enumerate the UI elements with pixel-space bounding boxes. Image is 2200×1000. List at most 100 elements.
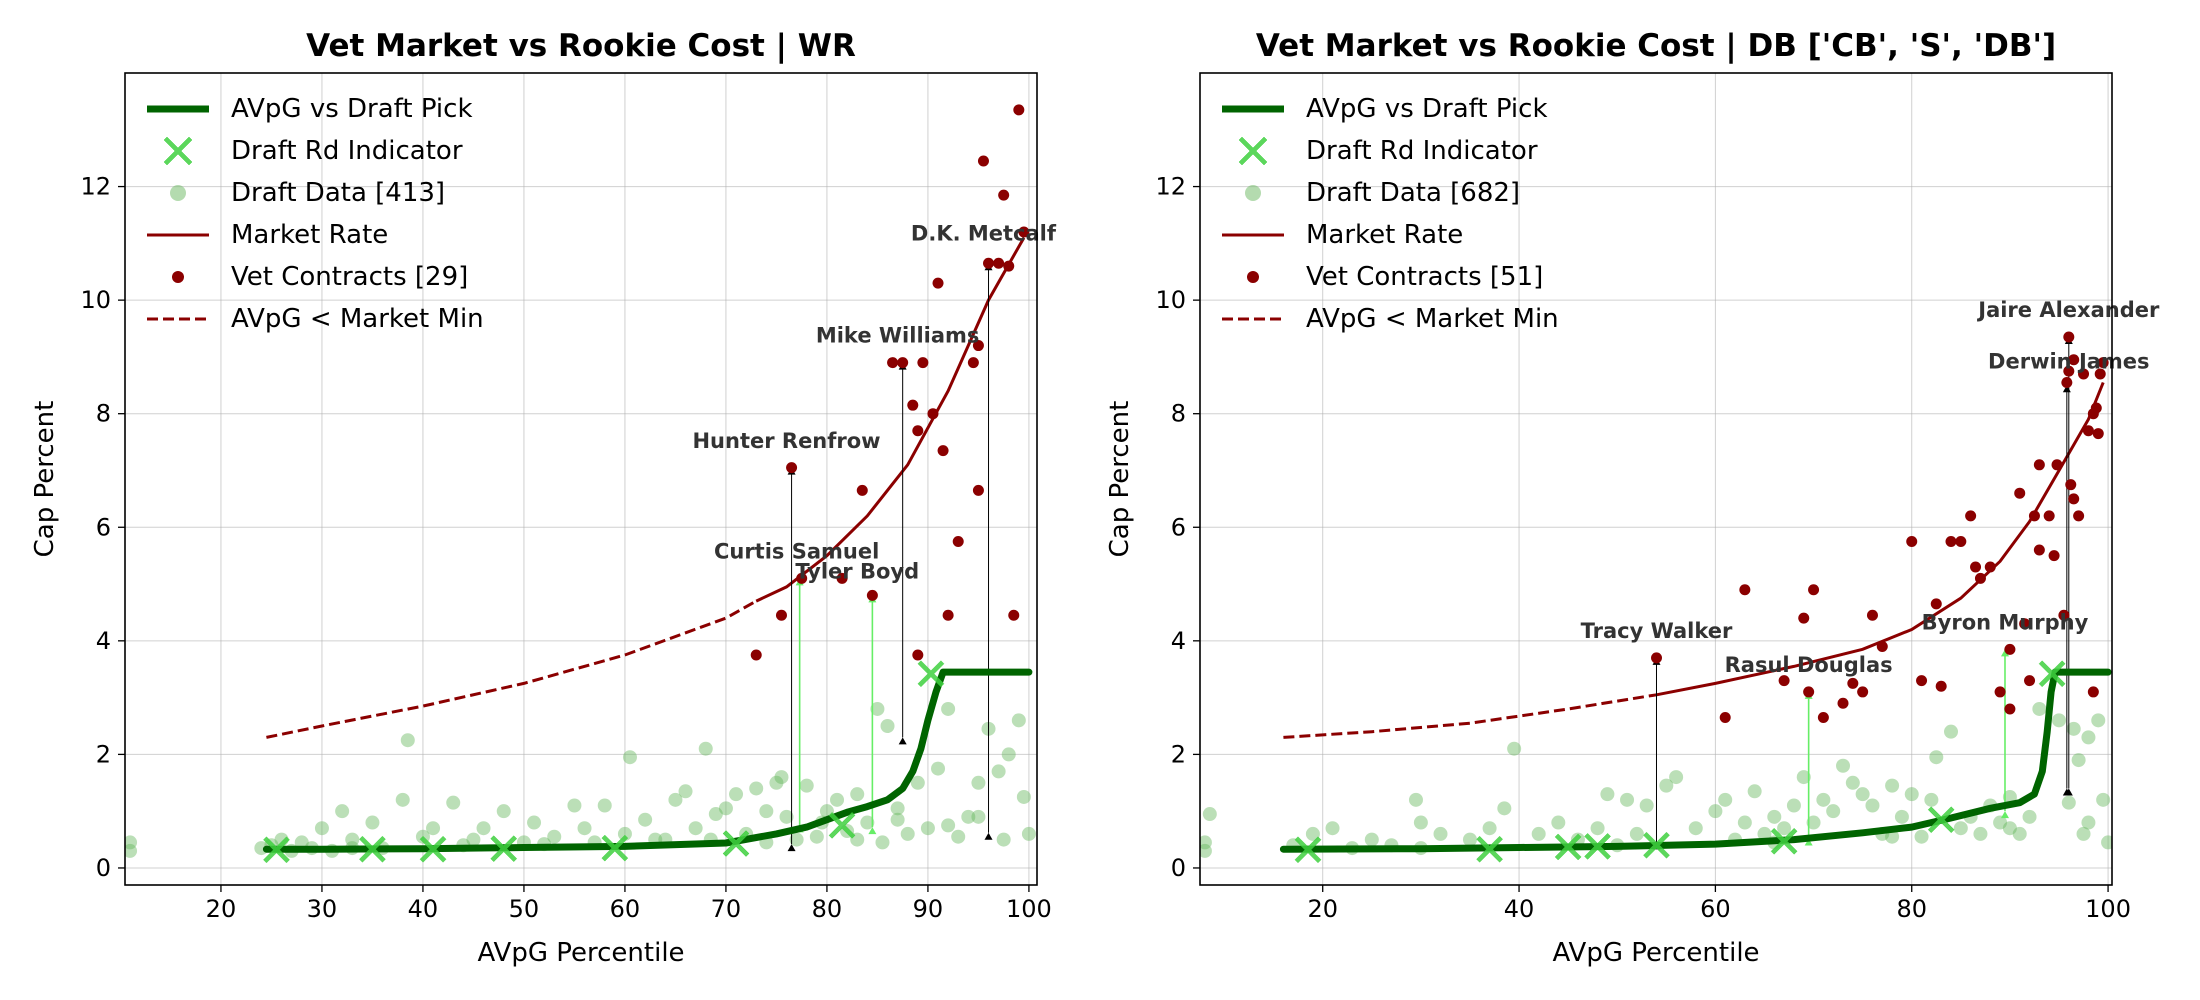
draft-data-point xyxy=(759,804,774,819)
draft-data-point xyxy=(567,798,582,813)
vet-contract-point xyxy=(912,649,924,661)
draft-data-point xyxy=(789,832,804,847)
draft-rd-indicator xyxy=(917,660,945,688)
connector-arrow-low xyxy=(2000,811,2009,819)
draft-data-point xyxy=(1796,770,1811,785)
x-tick-label: 100 xyxy=(2085,895,2131,923)
vet-contract-point xyxy=(2082,425,2094,437)
plot-area xyxy=(125,104,1036,864)
draft-data-point xyxy=(799,778,814,793)
vet-contract-point xyxy=(993,257,1005,269)
vet-contract-point xyxy=(942,609,954,621)
draft-data-point xyxy=(1590,821,1605,836)
avpg-draft-curve xyxy=(1279,668,2112,853)
annotation-label: Mike Williams xyxy=(816,324,980,348)
annotation-label: Byron Murphy xyxy=(1922,610,2089,634)
draft-data-point xyxy=(1737,815,1752,830)
y-axis-label: Cap Percent xyxy=(1105,401,1135,558)
x-tick-label: 80 xyxy=(1896,895,1927,923)
draft-data-point xyxy=(880,719,895,734)
connector-arrow-high xyxy=(2000,649,2009,657)
x-tick-label: 50 xyxy=(509,895,540,923)
chart-0: D.K. Metcalf Mike Williams Hunter Renfrow C… xyxy=(30,28,1057,968)
vet-contract-point xyxy=(1013,104,1025,116)
draft-data-point xyxy=(1200,843,1212,858)
vet-contract-point xyxy=(750,649,762,661)
draft-data-point xyxy=(2071,753,2086,768)
draft-data-point xyxy=(1904,787,1919,802)
vet-contract-point xyxy=(2068,493,2080,505)
vet-contract-point xyxy=(1798,612,1810,624)
avpg-draft-curve xyxy=(262,668,1033,853)
vet-contract-point xyxy=(907,399,919,411)
vet-contract-point xyxy=(1018,226,1030,238)
draft-data-point xyxy=(1806,815,1821,830)
draft-data-point xyxy=(870,701,885,716)
x-tick-label: 60 xyxy=(610,895,641,923)
vet-contract-point xyxy=(2019,618,2031,630)
draft-data-point xyxy=(1944,724,1959,739)
y-tick-label: 12 xyxy=(80,173,111,201)
vet-contract-point xyxy=(1008,609,1020,621)
chart-title: Vet Market vs Rookie Cost | DB ['CB', 'S… xyxy=(1256,28,2056,64)
draft-rd-indicator xyxy=(1554,833,1582,861)
vet-contract-point xyxy=(2090,402,2102,414)
x-tick-label: 80 xyxy=(812,895,843,923)
draft-data-point xyxy=(1620,792,1635,807)
draft-data-point xyxy=(910,775,925,790)
draft-data-point xyxy=(1507,741,1522,756)
draft-data-point xyxy=(1777,821,1792,836)
draft-data-point xyxy=(900,826,915,841)
draft-data-point xyxy=(1953,821,1968,836)
draft-data-point xyxy=(2101,835,2112,850)
legend-label: AVpG < Market Min xyxy=(1306,304,1559,334)
connector-arrow-low xyxy=(984,832,993,840)
vet-contract-point xyxy=(2073,510,2085,522)
draft-data-point xyxy=(698,741,713,756)
vet-contract-point xyxy=(917,357,929,369)
vet-contract-point xyxy=(1808,584,1820,596)
draft-data-point xyxy=(547,829,562,844)
draft-data-point xyxy=(708,807,723,822)
vet-contract-point xyxy=(1970,561,1982,573)
draft-data-point xyxy=(1413,815,1428,830)
draft-data-point xyxy=(1885,778,1900,793)
legend: AVpG vs Draft Pick Draft Rd Indicator Draf… xyxy=(147,94,484,334)
vet-contract-point xyxy=(927,408,939,420)
draft-data-point xyxy=(2051,713,2066,728)
draft-data-point xyxy=(476,821,491,836)
connector-arrow-low xyxy=(868,827,877,835)
draft-rd-indicator xyxy=(1584,833,1611,860)
y-tick-label: 4 xyxy=(96,627,111,655)
vet-contract-point xyxy=(2004,703,2016,715)
vet-contract-point xyxy=(2063,331,2075,343)
legend-swatch-draft-rd xyxy=(163,136,193,166)
draft-data-point xyxy=(1325,821,1340,836)
market-min-dashed-line xyxy=(1283,693,1657,739)
market-min-dashed-line xyxy=(266,599,757,739)
x-tick-label: 20 xyxy=(1307,895,1338,923)
draft-rd-indicator xyxy=(359,835,386,863)
draft-rd-indicator xyxy=(1476,835,1503,863)
draft-data-point xyxy=(1708,804,1723,819)
draft-data-point xyxy=(1929,750,1944,765)
draft-data-point xyxy=(2091,713,2106,728)
draft-data-point xyxy=(971,809,986,824)
draft-data-point xyxy=(617,826,632,841)
draft-data-point xyxy=(830,792,845,807)
draft-rd-indicator xyxy=(419,835,447,863)
connector-arrow-low xyxy=(787,844,796,852)
draft-data-point xyxy=(1202,807,1217,822)
legend-swatch-draft-rd xyxy=(1238,136,1268,166)
vet-contract-point xyxy=(937,445,949,457)
draft-data-point xyxy=(395,792,410,807)
draft-data-point xyxy=(2066,721,2081,736)
draft-data-point xyxy=(1845,775,1860,790)
draft-data-point xyxy=(1629,826,1644,841)
axes-frame xyxy=(1199,72,2113,886)
vet-contract-point xyxy=(2051,459,2063,471)
legend-swatch-vet xyxy=(1247,271,1259,283)
x-tick-label: 20 xyxy=(206,895,237,923)
draft-data-point xyxy=(1894,809,1909,824)
